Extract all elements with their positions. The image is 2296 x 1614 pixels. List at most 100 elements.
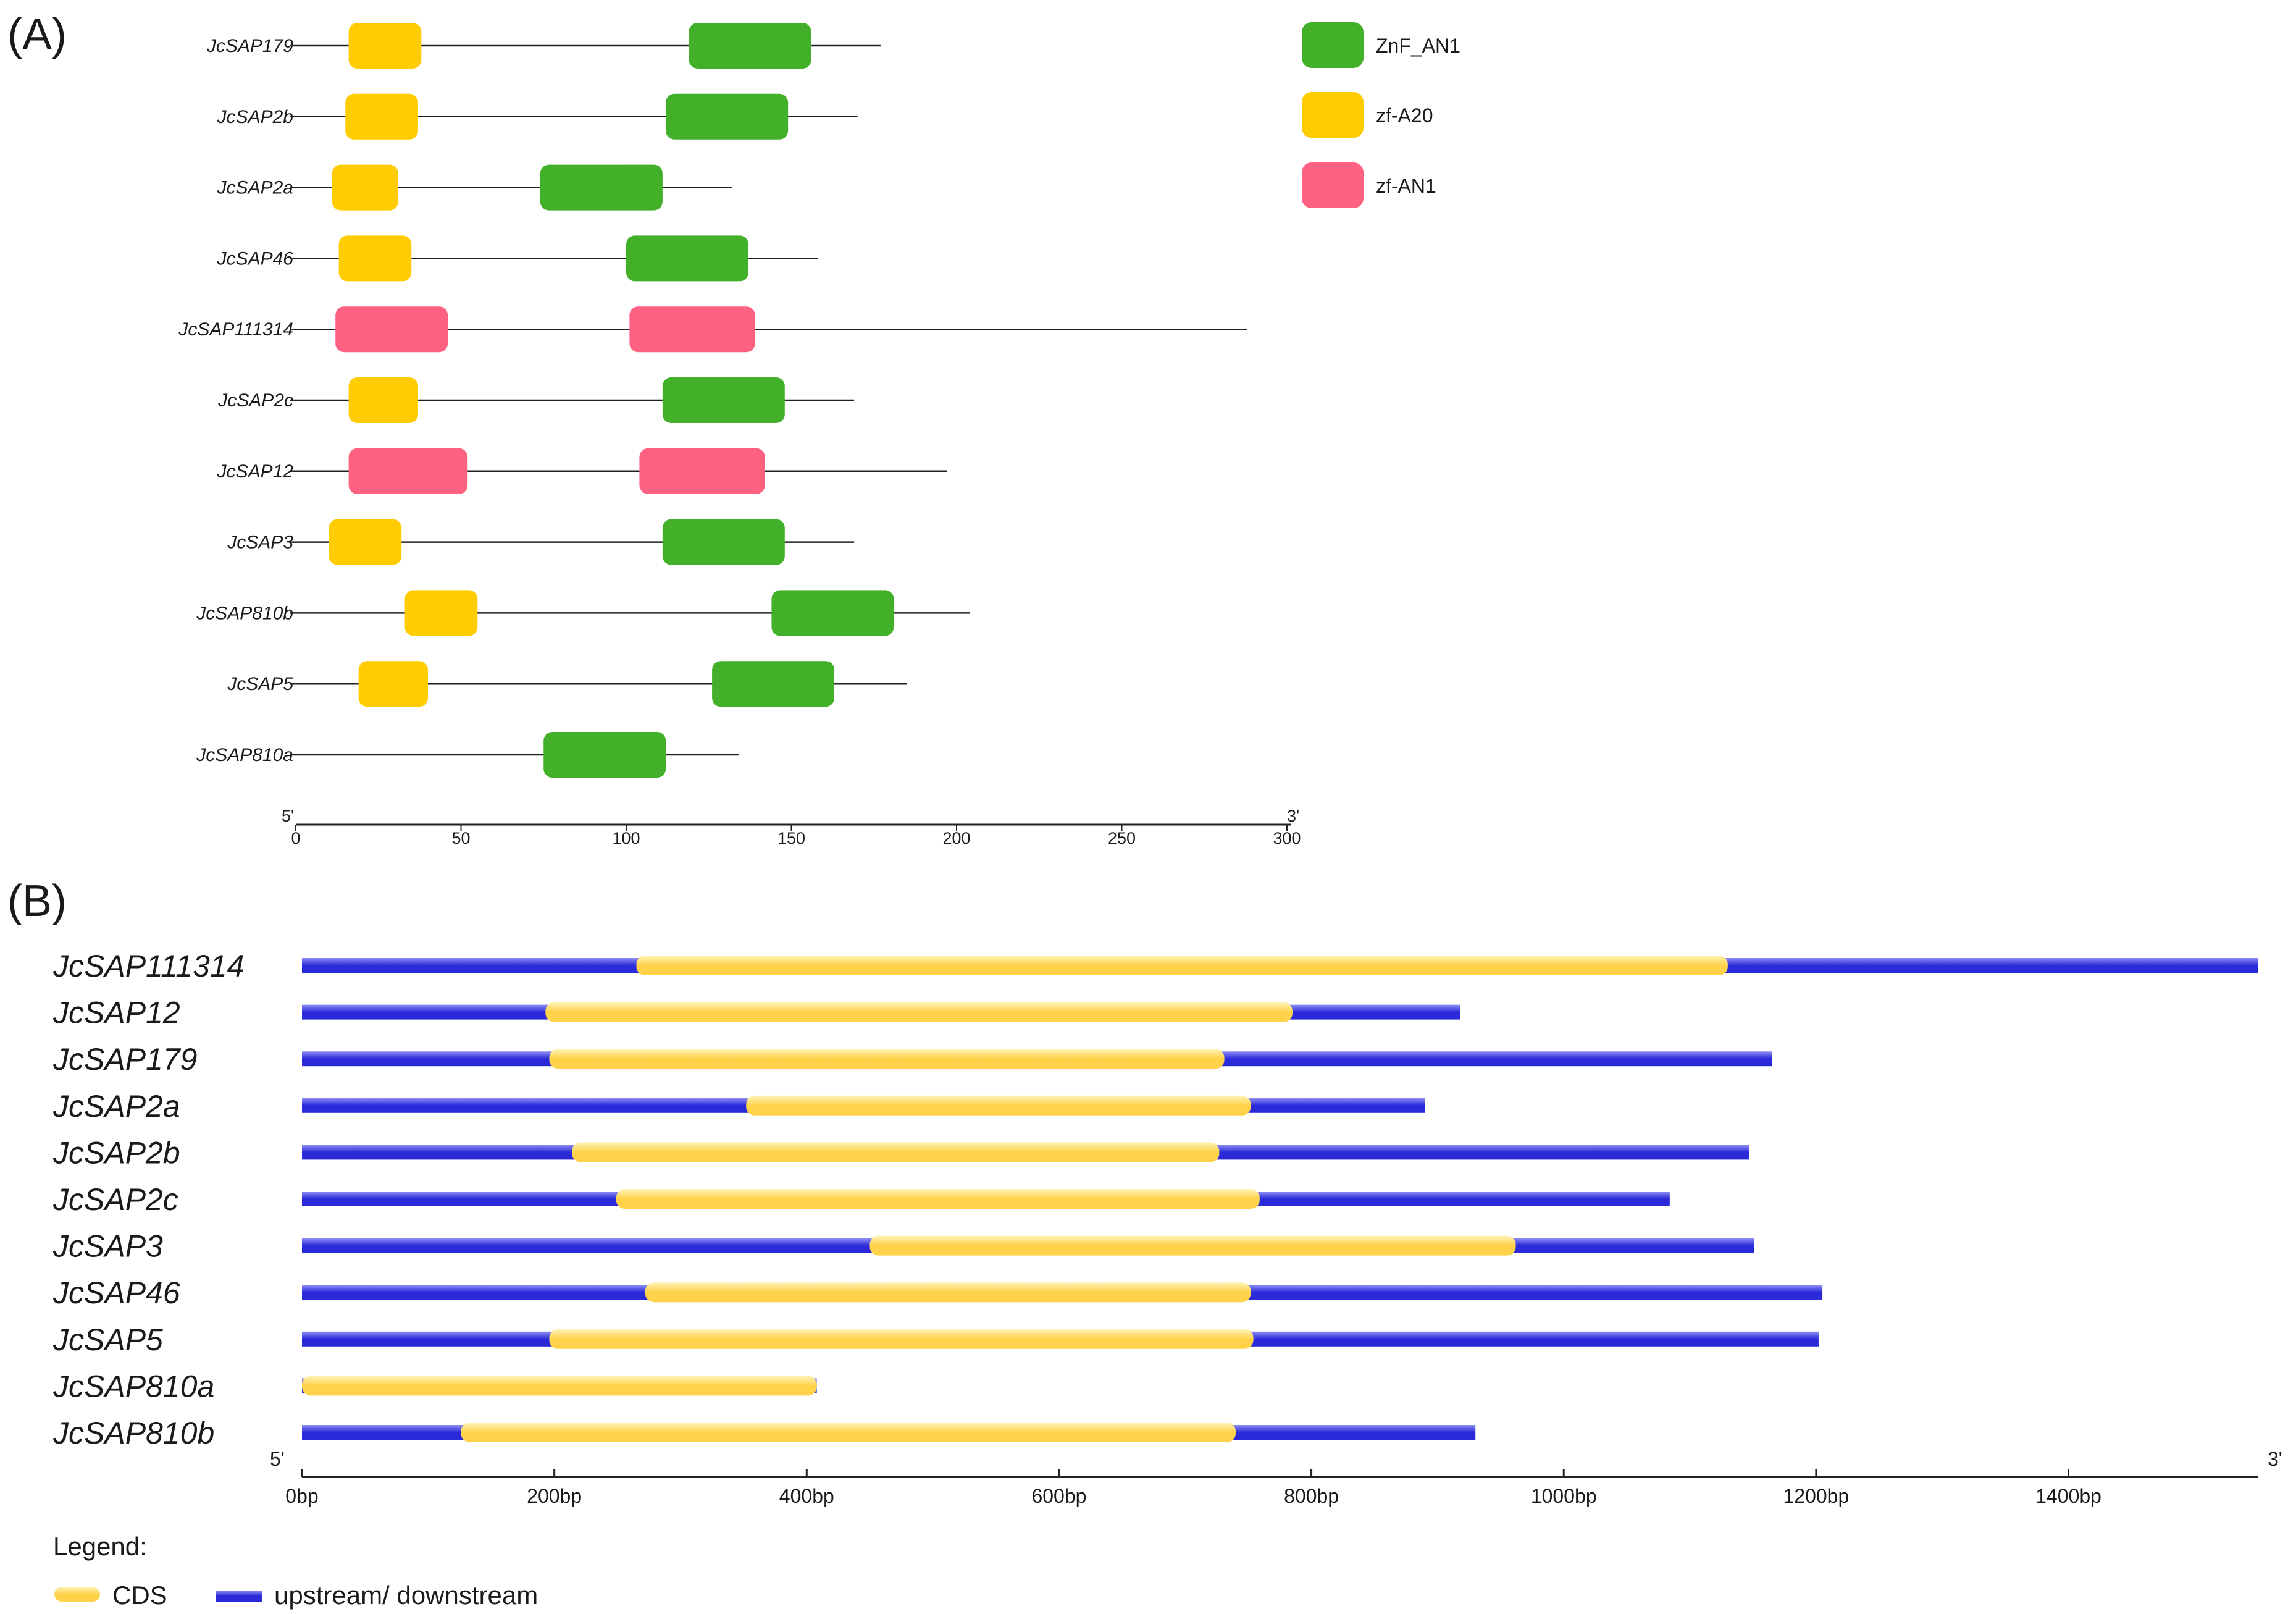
gene-row: JcSAP2c (52, 1182, 1670, 1217)
protein-name: JcSAP2c (217, 390, 293, 411)
cds-segment (645, 1282, 1251, 1303)
gene-axis-tick-label: 1200bp (1783, 1485, 1849, 1507)
cds-segment (616, 1189, 1260, 1209)
domain-legend: ZnF_AN1 zf-A20 zf-AN1 (1302, 22, 1460, 208)
domain-zf-a20 (332, 164, 398, 211)
gene-axis-tick-label: 200bp (527, 1485, 582, 1507)
protein-name: JcSAP2b (217, 107, 293, 127)
gene-name: JcSAP46 (52, 1276, 180, 1310)
legend-swatch-znf-an1 (1302, 22, 1364, 68)
protein-axis-tick-label: 0 (291, 829, 300, 847)
protein-row: JcSAP179 (206, 23, 881, 69)
cds-segment (869, 1235, 1516, 1256)
gene-axis-tick-label: 1400bp (2035, 1485, 2101, 1507)
protein-axis-tick-label: 300 (1273, 829, 1301, 847)
domain-znf-an1 (771, 590, 894, 636)
domain-znf-an1 (662, 377, 785, 423)
gene-axis: 5' 3' 0bp 200bp 400bp 600bp 800bp 1000bp 1200b… (270, 1448, 2282, 1507)
gene-row: JcSAP3 (52, 1229, 1754, 1264)
panel-a-label: (A) (7, 10, 67, 59)
cds-segment (746, 1095, 1251, 1116)
gene-axis-start-label: 5' (270, 1448, 285, 1470)
gene-rows: JcSAP111314 JcSAP12 JcSAP179 JcSAP2a JcSAP2b… (52, 949, 2258, 1450)
protein-axis-tick-label: 200 (942, 829, 970, 847)
gene-name: JcSAP2a (52, 1089, 180, 1124)
protein-name: JcSAP12 (217, 461, 294, 482)
domain-znf-an1 (540, 164, 663, 211)
protein-axis: 5' 3' 0 50 100 150 200 250 300 (282, 807, 1301, 847)
gene-name: JcSAP111314 (52, 949, 244, 983)
protein-row: JcSAP46 (217, 235, 818, 282)
gene-row: JcSAP810a (52, 1369, 817, 1403)
gene-row: JcSAP46 (52, 1276, 1823, 1310)
cds-segment (636, 956, 1728, 975)
domain-znf-an1 (662, 519, 785, 565)
domain-znf-an1 (626, 235, 748, 282)
gene-row: JcSAP179 (52, 1042, 1772, 1077)
protein-name: JcSAP810a (196, 745, 293, 765)
domain-zf-an1 (335, 306, 448, 353)
protein-axis-tick-label: 50 (451, 829, 470, 847)
gene-name: JcSAP12 (52, 996, 180, 1030)
domain-znf-an1 (666, 93, 789, 140)
protein-name: JcSAP5 (227, 674, 293, 694)
gene-name: JcSAP5 (52, 1322, 163, 1357)
gene-axis-tick-label: 400bp (779, 1485, 834, 1507)
legend-label-cds: CDS (112, 1581, 167, 1610)
panel-b: (B) JcSAP111314JcSAP12JcSAP179JcSAP2aJcS… (7, 876, 2282, 1610)
protein-name: JcSAP2a (217, 178, 293, 198)
gene-legend-title: Legend: (53, 1532, 147, 1561)
domain-zf-a20 (348, 23, 422, 69)
legend-label-utr: upstream/ downstream (274, 1581, 538, 1610)
protein-name: JcSAP46 (217, 248, 294, 269)
protein-axis-end-label: 3' (1287, 807, 1299, 825)
protein-row: JcSAP2b (217, 93, 858, 140)
protein-name: JcSAP179 (206, 36, 293, 56)
panel-b-label: (B) (7, 876, 67, 926)
domain-zf-a20 (358, 661, 428, 707)
gene-row: JcSAP111314 (52, 949, 2258, 983)
panel-a: (A) JcSAP179 JcSAP2b JcSAP2a JcSAP46 JcSAP11… (7, 10, 1460, 847)
protein-axis-tick-label: 150 (777, 829, 805, 847)
gene-name: JcSAP2b (52, 1135, 180, 1170)
protein-axis-start-label: 5' (282, 807, 294, 825)
gene-row: JcSAP12 (52, 996, 1460, 1030)
protein-row: JcSAP5 (227, 661, 907, 707)
cds-segment (572, 1142, 1220, 1162)
protein-row: JcSAP2c (217, 377, 855, 423)
cds-segment (549, 1049, 1225, 1069)
gene-axis-tick-label: 600bp (1031, 1485, 1086, 1507)
domain-zf-a20 (329, 519, 402, 565)
gene-name: JcSAP810b (52, 1416, 214, 1450)
protein-axis-tick-label: 100 (612, 829, 640, 847)
gene-name: JcSAP179 (52, 1042, 197, 1077)
protein-row: JcSAP810a (196, 732, 739, 778)
gene-axis-tick-label: 1000bp (1531, 1485, 1597, 1507)
protein-name: JcSAP3 (227, 532, 293, 553)
legend-swatch-cds (54, 1587, 100, 1602)
protein-row: JcSAP2a (217, 164, 732, 211)
protein-row: JcSAP12 (217, 448, 947, 494)
domain-zf-a20 (345, 93, 418, 140)
gene-row: JcSAP2a (52, 1089, 1425, 1124)
domain-zf-a20 (338, 235, 412, 282)
domain-zf-a20 (348, 377, 418, 423)
gene-name: JcSAP810a (52, 1369, 214, 1403)
cds-segment (302, 1376, 817, 1396)
legend-label-zf-a20: zf-A20 (1376, 104, 1433, 127)
legend-swatch-utr (216, 1591, 262, 1602)
cds-segment (461, 1423, 1236, 1442)
domain-znf-an1 (689, 23, 811, 69)
protein-axis-tick-label: 250 (1108, 829, 1136, 847)
gene-axis-tick-label: 0bp (285, 1485, 318, 1507)
gene-row: JcSAP5 (52, 1322, 1819, 1357)
protein-name: JcSAP111314 (178, 319, 293, 340)
legend-label-znf-an1: ZnF_AN1 (1376, 35, 1460, 57)
cds-segment (549, 1329, 1254, 1349)
protein-row: JcSAP111314 (178, 306, 1247, 353)
domain-zf-an1 (348, 448, 468, 494)
legend-swatch-zf-a20 (1302, 92, 1364, 138)
cds-segment (545, 1002, 1293, 1022)
gene-name: JcSAP2c (52, 1182, 178, 1217)
